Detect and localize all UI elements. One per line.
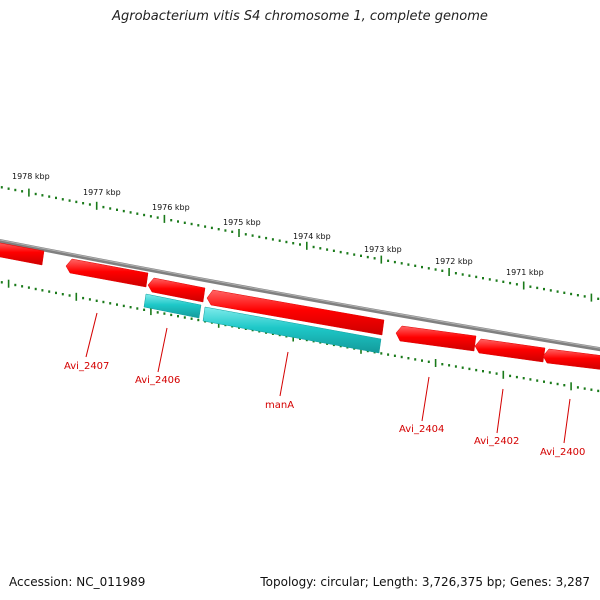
scale-labels: 1978 kbp 1977 kbp 1976 kbp 1975 kbp 1974… — [12, 172, 544, 277]
leader-line — [563, 398, 571, 444]
gene-arrow-avi-2400[interactable] — [542, 348, 600, 370]
leader-line — [421, 376, 430, 422]
scale-label: 1978 kbp — [12, 172, 50, 181]
genome-summary-text: Topology: circular; Length: 3,726,375 bp… — [260, 575, 590, 589]
scale-label: 1976 kbp — [152, 203, 190, 212]
gene-arrow-avi-2402[interactable] — [474, 338, 546, 363]
scale-label: 1977 kbp — [83, 188, 121, 197]
scale-label: 1974 kbp — [293, 232, 331, 241]
leader-line — [157, 327, 168, 373]
outer-tick-track — [0, 186, 600, 302]
gene-arrow-mana-fwd[interactable] — [206, 289, 385, 336]
gene-label-avi-2402[interactable]: Avi_2402 — [474, 436, 519, 447]
leader-line — [279, 351, 289, 397]
chromosome-backbone — [0, 238, 600, 352]
scale-label: 1971 kbp — [506, 268, 544, 277]
gene-label-mana[interactable]: manA — [265, 400, 294, 411]
forward-genes — [0, 242, 600, 370]
gene-arrow-avi-2407[interactable] — [65, 258, 149, 288]
gene-arrow-avi-2406-fwd[interactable] — [147, 277, 206, 303]
gene-label-avi-2404[interactable]: Avi_2404 — [399, 424, 444, 435]
gene-arrow-avi-2404[interactable] — [395, 325, 477, 352]
scale-label: 1973 kbp — [364, 245, 402, 254]
gene-labels: Avi_2407 Avi_2406 manA Avi_2404 Avi_2402… — [64, 361, 585, 458]
gene-label-avi-2400[interactable]: Avi_2400 — [540, 447, 585, 458]
scale-label: 1975 kbp — [223, 218, 261, 227]
accession-text: Accession: NC_011989 — [9, 575, 146, 589]
gene-label-avi-2407[interactable]: Avi_2407 — [64, 361, 109, 372]
reverse-genes — [143, 293, 382, 354]
map-title: Agrobacterium vitis S4 chromosome 1, com… — [112, 9, 488, 24]
gene-arrow-left-edge[interactable] — [0, 242, 45, 266]
gene-label-avi-2406[interactable]: Avi_2406 — [135, 375, 180, 386]
gene-bar-avi-2406[interactable] — [143, 293, 202, 319]
chromosome-backbone-highlight — [0, 239, 600, 349]
gene-bar-mana[interactable] — [202, 306, 382, 354]
scale-label: 1972 kbp — [435, 257, 473, 266]
label-leaders — [85, 312, 571, 444]
leader-line — [85, 312, 98, 358]
leader-line — [496, 388, 504, 434]
